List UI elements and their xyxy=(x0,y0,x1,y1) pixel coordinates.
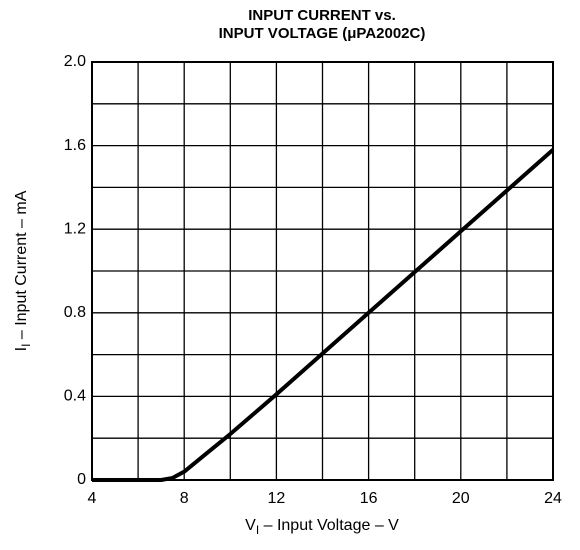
x-axis-label: VI – Input Voltage – V xyxy=(245,517,399,537)
x-tick-label: 12 xyxy=(268,490,286,507)
y-tick-label: 1.6 xyxy=(64,137,86,154)
y-tick-label: 0.8 xyxy=(64,304,86,321)
plot-frame xyxy=(91,61,554,481)
x-tick-label: 8 xyxy=(180,490,189,507)
y-label-text: – Input Current – mA xyxy=(13,190,30,343)
chart-title: INPUT CURRENT vs. xyxy=(248,7,396,24)
x-tick-label: 24 xyxy=(544,490,562,507)
x-label-subscript: I xyxy=(256,523,259,537)
y-axis-label: II – Input Current – mA xyxy=(13,190,33,351)
chart-title: INPUT VOLTAGE (μPA2002C) xyxy=(219,25,426,42)
y-label-symbol: I xyxy=(13,347,30,351)
y-tick-label: 2.0 xyxy=(64,53,86,70)
y-tick-label: 1.2 xyxy=(64,220,86,237)
y-tick-label: 0 xyxy=(77,471,86,488)
y-tick-label: 0.4 xyxy=(64,388,86,405)
x-label-symbol: V xyxy=(245,517,256,534)
x-tick-label: 16 xyxy=(360,490,378,507)
y-label-subscript: I xyxy=(19,344,33,347)
x-tick-label: 4 xyxy=(88,490,97,507)
x-tick-label: 20 xyxy=(452,490,470,507)
data-line xyxy=(92,148,555,482)
x-label-text: – Input Voltage – V xyxy=(259,517,399,534)
